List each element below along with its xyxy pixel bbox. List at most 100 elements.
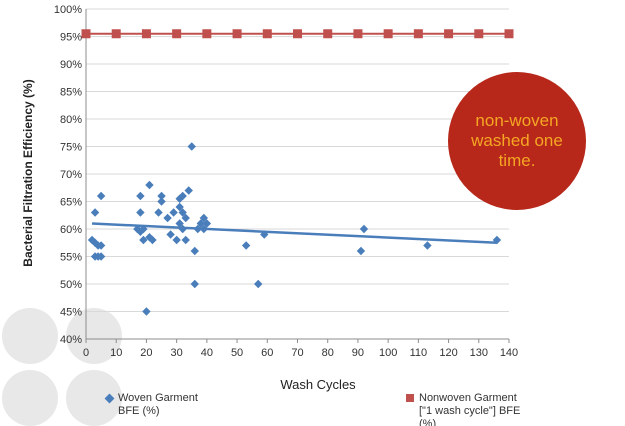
y-tick-label: 85%: [60, 87, 82, 99]
woven-data-point: [193, 224, 202, 234]
woven-data-point: [178, 224, 187, 234]
woven-data-point: [96, 191, 106, 201]
woven-data-point: [254, 279, 263, 289]
y-tick-label: 100%: [54, 4, 82, 16]
woven-data-point: [90, 238, 100, 247]
woven-data-point: [178, 208, 187, 217]
woven-data-point: [90, 208, 100, 217]
y-tick-label: 95%: [60, 32, 82, 44]
woven-data-point: [423, 241, 432, 250]
x-axis-label: Wash Cycles: [280, 377, 356, 392]
x-tick-label: 50: [231, 347, 243, 359]
x-tick-label: 100: [379, 347, 397, 359]
grid-lines: [86, 8, 509, 340]
woven-data-point: [169, 208, 178, 217]
legend-nonwoven-label: Nonwoven Garment: [419, 392, 517, 404]
woven-data-point: [184, 186, 193, 195]
nonwoven-data-point: [202, 29, 212, 39]
x-tick-label: 70: [291, 347, 303, 359]
woven-data-point: [148, 235, 157, 245]
y-tick-label: 75%: [60, 142, 82, 154]
nonwoven-data-point: [293, 29, 302, 39]
legend-woven: Woven Garment BFE (%): [104, 392, 198, 418]
woven-data-point: [190, 279, 199, 289]
y-axis-label: Bacterial Filtration Efficiency (%): [21, 79, 35, 266]
callout-text: non-woven washed one time.: [471, 111, 563, 170]
y-tick-label: 55%: [60, 252, 82, 264]
woven-data-point: [175, 202, 184, 212]
data-points: [81, 29, 514, 316]
x-tick-label: 130: [470, 347, 488, 359]
legend-nonwoven-label-3: (%): [419, 418, 437, 426]
decorative-circle: [66, 308, 122, 364]
nonwoven-data-point: [444, 29, 454, 39]
woven-data-point: [175, 219, 184, 228]
legend-woven-label-2: BFE (%): [118, 405, 160, 417]
nonwoven-data-point: [81, 29, 91, 39]
decorative-circle: [66, 370, 122, 426]
nonwoven-data-point: [141, 29, 151, 39]
nonwoven-data-point: [232, 29, 242, 39]
woven-data-point: [181, 213, 190, 223]
woven-data-point: [190, 246, 199, 256]
woven-data-point: [157, 191, 166, 201]
nonwoven-data-point: [172, 29, 182, 39]
x-tick-label: 80: [322, 347, 334, 359]
woven-data-point: [356, 246, 366, 256]
callout-badge: non-woven washed one time.: [448, 72, 586, 210]
woven-data-point: [139, 235, 148, 245]
woven-data-point: [145, 180, 154, 190]
y-tick-label: 70%: [60, 169, 82, 181]
woven-data-point: [136, 208, 145, 217]
woven-data-point: [133, 224, 142, 234]
x-axis-ticks: 0 10 20 30 40 50 60 70 80 90 100 110 120 130 140: [83, 339, 518, 359]
woven-data-point: [96, 241, 106, 250]
legend-nonwoven-label-2: ["1 wash cycle"] BFE: [419, 405, 521, 417]
x-tick-label: 120: [439, 347, 457, 359]
woven-data-point: [260, 230, 269, 239]
x-tick-label: 60: [261, 347, 273, 359]
nonwoven-data-point: [353, 29, 363, 39]
woven-trendline: [91, 222, 497, 244]
nonwoven-data-point: [323, 29, 333, 39]
nonwoven-data-point: [383, 29, 393, 39]
woven-data-point: [166, 230, 175, 239]
woven-data-point: [139, 224, 148, 234]
woven-data-point: [241, 241, 251, 250]
woven-data-point: [142, 307, 151, 316]
woven-data-point: [199, 213, 209, 223]
x-tick-label: 30: [171, 347, 183, 359]
x-tick-label: 0: [83, 347, 89, 359]
x-tick-label: 90: [352, 347, 364, 359]
decorative-circle: [2, 370, 58, 426]
y-tick-label: 90%: [60, 59, 82, 71]
square-marker-icon: [406, 394, 414, 402]
woven-data-point: [157, 197, 166, 206]
diamond-marker-icon: [104, 393, 115, 404]
series-lines: [86, 32, 509, 244]
x-tick-label: 140: [500, 347, 518, 359]
legend-nonwoven: Nonwoven Garment ["1 wash cycle"] BFE (%…: [406, 392, 520, 426]
y-tick-label: 60%: [60, 224, 82, 236]
woven-data-point: [199, 224, 209, 234]
y-tick-label: 50%: [60, 279, 82, 291]
nonwoven-data-point: [474, 29, 484, 39]
woven-data-point: [136, 227, 145, 236]
nonwoven-data-point: [413, 29, 423, 39]
woven-data-point: [172, 235, 181, 245]
y-tick-label: 45%: [60, 307, 82, 319]
y-tick-label: 40%: [60, 334, 82, 346]
legend-woven-label: Woven Garment: [118, 392, 198, 404]
y-tick-label: 65%: [60, 197, 82, 209]
nonwoven-data-point: [262, 29, 272, 39]
x-tick-label: 20: [140, 347, 152, 359]
woven-data-point: [181, 235, 190, 245]
woven-data-point: [154, 208, 163, 217]
woven-data-point: [492, 235, 502, 245]
x-tick-label: 40: [201, 347, 213, 359]
nonwoven-data-point: [111, 29, 121, 39]
woven-data-point: [359, 224, 369, 234]
woven-data-point: [136, 191, 145, 201]
nonwoven-data-point: [504, 29, 514, 39]
